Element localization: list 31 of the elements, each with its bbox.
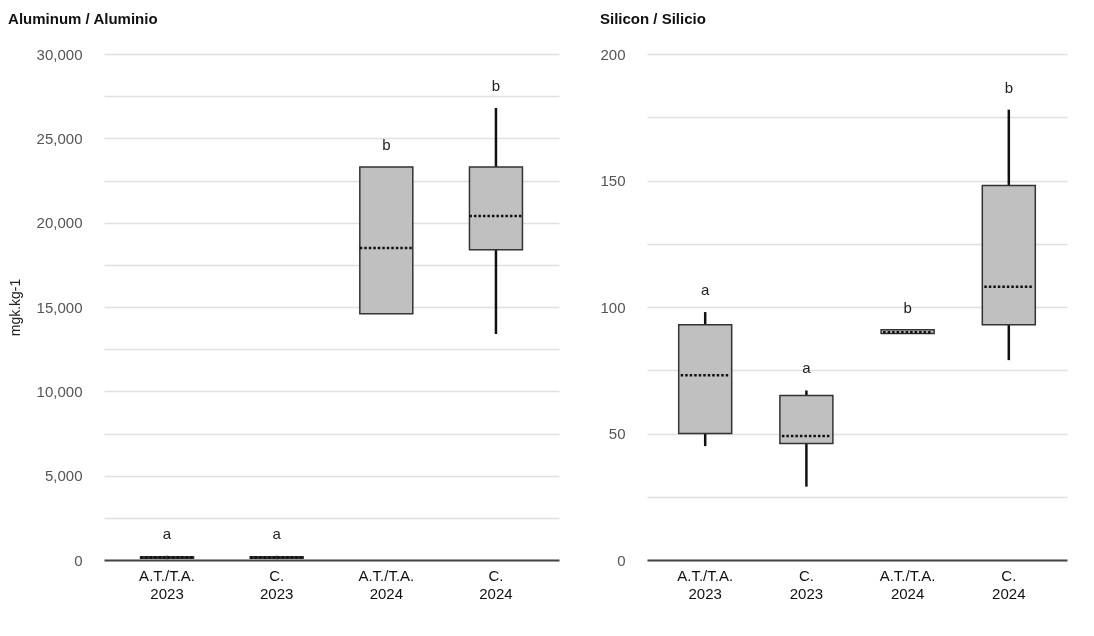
x-tick-label: A.T./T.A. 2024 <box>879 566 936 602</box>
y-tick-label: 25,000 <box>36 129 83 147</box>
annotation: a <box>272 524 282 542</box>
chart-title: Silicon / Silicio <box>599 10 706 27</box>
annotation: b <box>382 136 391 154</box>
x-tick-label: C. 2023 <box>259 566 294 602</box>
annotation: b <box>1004 78 1013 96</box>
annotation: a <box>162 524 172 542</box>
y-axis-title: mgk.kg-1 <box>6 278 23 337</box>
annotation: a <box>802 359 812 377</box>
y-tick-label: 15,000 <box>36 298 83 316</box>
annotation: b <box>903 298 912 316</box>
y-tick-label: 30,000 <box>36 45 83 63</box>
y-tick-label: 20,000 <box>36 214 83 232</box>
y-tick-label: 150 <box>600 172 626 189</box>
y-tick-label: 5,000 <box>44 467 83 485</box>
annotation: a <box>701 281 711 299</box>
y-tick-label: 0 <box>74 551 83 569</box>
annotation: b <box>491 76 501 94</box>
x-tick-label: C. 2023 <box>789 566 824 602</box>
y-tick-label: 100 <box>600 298 626 316</box>
chart-title: Aluminum / Aluminio <box>8 10 158 27</box>
x-tick-label: C. 2024 <box>992 566 1026 602</box>
y-tick-label: 0 <box>617 551 626 569</box>
y-tick-label: 200 <box>600 45 626 63</box>
x-tick-label: A.T./T.A. 2023 <box>139 566 195 602</box>
x-tick-label: A.T./T.A. 2024 <box>358 566 415 602</box>
x-tick-label: A.T./T.A. 2023 <box>677 566 734 602</box>
y-tick-label: 50 <box>608 425 626 442</box>
x-tick-label: C. 2024 <box>479 566 513 602</box>
y-tick-label: 10,000 <box>36 382 83 400</box>
